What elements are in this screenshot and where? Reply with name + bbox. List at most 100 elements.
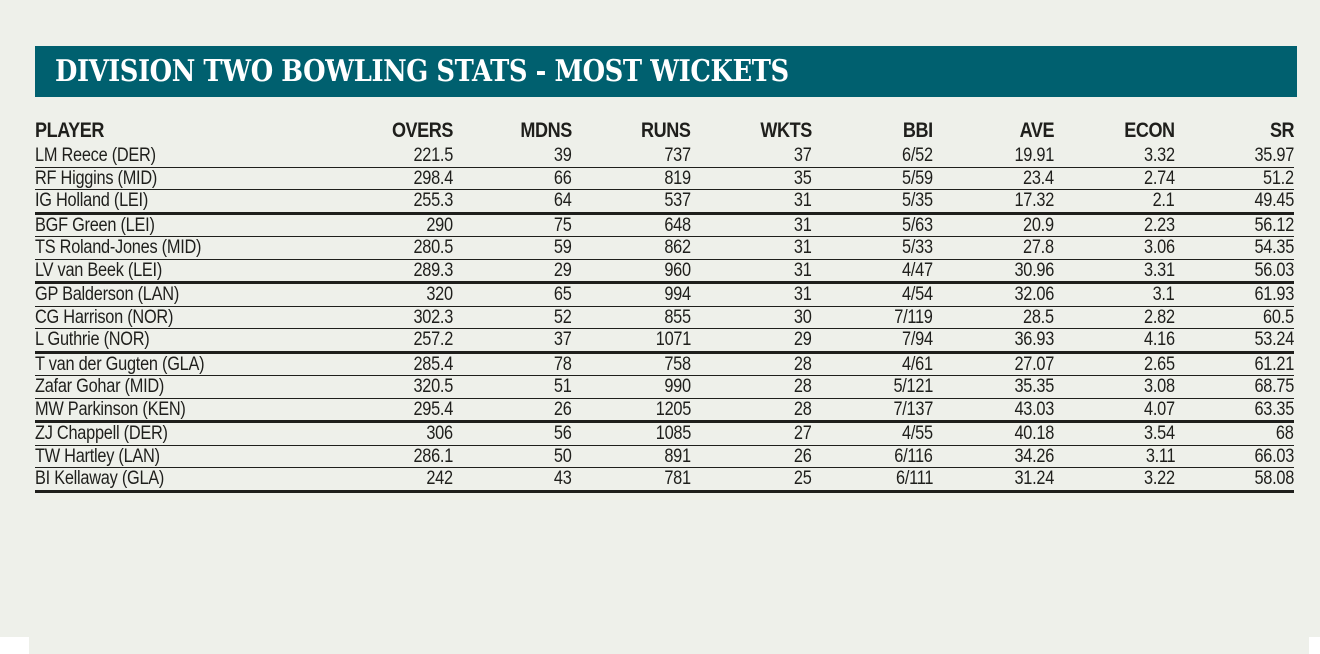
cell-ave: 31.24 xyxy=(933,467,1054,493)
cell-econ: 3.1 xyxy=(1054,282,1175,307)
corner-patch-right xyxy=(1309,637,1320,654)
cell-runs: 960 xyxy=(572,259,692,284)
cell-value: TS Roland-Jones (MID) xyxy=(35,237,202,259)
cell-value: 286.1 xyxy=(413,445,453,467)
cell-value: 61.21 xyxy=(1254,353,1294,375)
cell-value: 29 xyxy=(554,259,572,281)
cell-value: 862 xyxy=(664,237,692,259)
cell-overs: 257.2 xyxy=(275,328,453,354)
cell-value: ZJ Chappell (DER) xyxy=(35,423,168,445)
cell-value: 17.32 xyxy=(1014,190,1054,212)
cell-value: 781 xyxy=(664,468,692,490)
cell-value: 60.5 xyxy=(1263,306,1294,328)
cell-runs: 781 xyxy=(572,467,692,493)
cell-ave: 19.91 xyxy=(933,145,1054,168)
cell-sr: 61.21 xyxy=(1175,352,1294,376)
cell-econ: 4.16 xyxy=(1054,328,1175,354)
cell-value: 54.35 xyxy=(1254,237,1294,259)
cell-wkts: 25 xyxy=(691,467,812,493)
cell-value: 28 xyxy=(794,353,812,375)
cell-value: 31 xyxy=(794,259,812,281)
cell-sr: 68 xyxy=(1175,421,1294,446)
cell-sr: 66.03 xyxy=(1175,445,1294,468)
cell-player: CG Harrison (NOR) xyxy=(35,306,275,329)
cell-mdns: 66 xyxy=(453,167,572,190)
cell-value: 35.35 xyxy=(1014,376,1054,398)
table-row: IG Holland (LEI) 255.3 64 537 31 5/35 17.32 2.1… xyxy=(35,189,1294,215)
cell-value: 37 xyxy=(794,145,812,167)
cell-wkts: 29 xyxy=(691,328,812,354)
cell-value: 43 xyxy=(554,468,572,490)
cell-value: 34.26 xyxy=(1014,445,1054,467)
cell-bbi: 5/59 xyxy=(812,167,933,190)
cell-value: GP Balderson (LAN) xyxy=(35,284,179,306)
cell-overs: 295.4 xyxy=(275,398,453,423)
table-row: TW Hartley (LAN) 286.1 50 891 26 6/116 34.26 3.… xyxy=(35,445,1294,468)
cell-ave: 35.35 xyxy=(933,375,1054,399)
cell-value: 36.93 xyxy=(1014,329,1054,351)
cell-player: Zafar Gohar (MID) xyxy=(35,375,275,399)
cell-ave: 28.5 xyxy=(933,306,1054,329)
cell-value: 6/111 xyxy=(895,468,933,490)
cell-econ: 3.22 xyxy=(1054,467,1175,493)
cell-wkts: 26 xyxy=(691,445,812,468)
cell-sr: 53.24 xyxy=(1175,328,1294,354)
cell-value: 6/116 xyxy=(894,445,934,467)
table-row: LV van Beek (LEI) 289.3 29 960 31 4/47 30.96 3.… xyxy=(35,259,1294,284)
cell-value: 75 xyxy=(554,214,572,236)
cell-mdns: 75 xyxy=(453,213,572,237)
cell-value: 56.12 xyxy=(1254,214,1294,236)
cell-value: 3.08 xyxy=(1144,376,1175,398)
cell-sr: 61.93 xyxy=(1175,282,1294,307)
cell-player: TW Hartley (LAN) xyxy=(35,445,275,468)
cell-runs: 648 xyxy=(572,213,691,237)
cell-player: T van der Gugten (GLA) xyxy=(35,352,275,376)
cell-sr: 49.45 xyxy=(1175,189,1294,215)
cell-value: 737 xyxy=(664,145,692,167)
cell-econ: 3.32 xyxy=(1054,145,1175,168)
cell-value: 990 xyxy=(664,376,692,398)
corner-patch-left xyxy=(0,637,29,654)
cell-runs: 1071 xyxy=(572,328,691,354)
cell-bbi: 7/119 xyxy=(812,306,933,329)
cell-bbi: 6/116 xyxy=(812,445,933,468)
cell-econ: 3.31 xyxy=(1054,259,1175,284)
cell-player: IG Holland (LEI) xyxy=(35,189,275,215)
cell-runs: 737 xyxy=(572,145,692,168)
cell-wkts: 28 xyxy=(691,352,812,376)
cell-value: 20.9 xyxy=(1023,214,1054,236)
cell-value: 3.32 xyxy=(1144,145,1175,167)
cell-player: BI Kellaway (GLA) xyxy=(35,467,275,493)
cell-value: 51.2 xyxy=(1263,167,1294,189)
cell-overs: 289.3 xyxy=(275,259,453,284)
cell-overs: 320.5 xyxy=(275,375,453,399)
cell-econ: 3.08 xyxy=(1054,375,1175,399)
cell-value: 2.1 xyxy=(1153,190,1175,212)
cell-value: 5/33 xyxy=(902,237,933,259)
cell-value: 23.4 xyxy=(1023,167,1054,189)
cell-runs: 1205 xyxy=(572,398,691,423)
cell-value: 7/137 xyxy=(893,398,933,420)
cell-value: 19.91 xyxy=(1014,145,1054,167)
cell-value: 257.2 xyxy=(413,329,453,351)
cell-ave: 23.4 xyxy=(933,167,1054,190)
column-header-label: AVE xyxy=(1019,119,1054,142)
bowling-stats-table: PLAYER OVERS MDNS RUNS WKTS BBI AVE ECON SR LM R… xyxy=(35,116,1294,493)
cell-value: 3.1 xyxy=(1153,284,1175,306)
cell-wkts: 35 xyxy=(691,167,812,190)
cell-value: 53.24 xyxy=(1254,329,1294,351)
cell-value: 302.3 xyxy=(413,306,453,328)
cell-wkts: 28 xyxy=(691,375,812,399)
cell-value: 4/55 xyxy=(902,423,933,445)
cell-value: 25 xyxy=(794,468,812,490)
cell-value: 960 xyxy=(664,259,692,281)
cell-value: 27.8 xyxy=(1023,237,1054,259)
cell-value: 306 xyxy=(426,423,454,445)
cell-value: 35.97 xyxy=(1254,145,1294,167)
column-header-label: SR xyxy=(1269,119,1295,142)
cell-value: 758 xyxy=(664,353,692,375)
cell-player: RF Higgins (MID) xyxy=(35,167,275,190)
cell-bbi: 5/35 xyxy=(812,189,933,215)
column-header-bbi: BBI xyxy=(812,116,933,145)
cell-value: 2.23 xyxy=(1144,214,1175,236)
